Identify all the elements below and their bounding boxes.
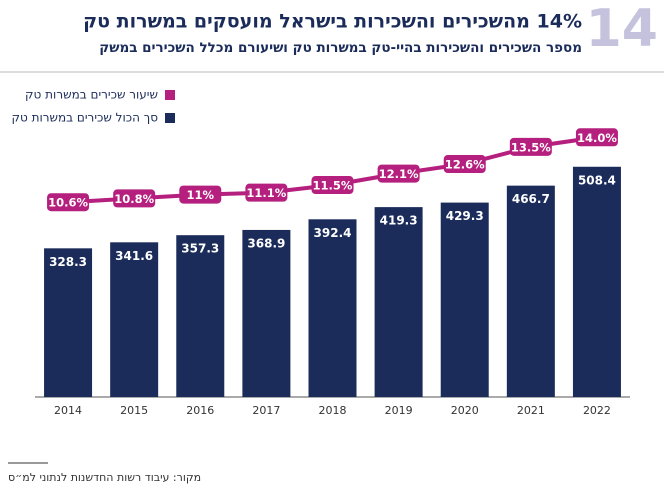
bar (110, 242, 159, 397)
label-bubble (47, 193, 90, 212)
bar-label: 508.4 (578, 173, 616, 187)
x-tick-label: 2015 (120, 404, 148, 417)
bar-label: 419.3 (380, 214, 418, 228)
line-label: 14.0% (577, 131, 617, 145)
x-tick-label: 2019 (385, 404, 413, 417)
bar (506, 185, 555, 397)
legend-label: שיעור שכירים במשרות טק (25, 88, 158, 102)
source: מקור: עיבוד רשות החדשנות לנתוני למ״ס (8, 471, 201, 484)
chart-title: 14% מהשכירים והשכירות בישראל מועסקים במש… (83, 11, 582, 33)
line-label: 11% (187, 188, 215, 202)
bar-label: 341.6 (115, 249, 153, 263)
bar (242, 229, 291, 397)
x-tick-label: 2016 (186, 404, 214, 417)
bar (308, 219, 357, 397)
line-label: 12.6% (445, 158, 485, 172)
x-tick-label: 2017 (252, 404, 280, 417)
bar-label: 466.7 (512, 192, 550, 206)
bar-label: 429.3 (446, 209, 484, 223)
x-tick-label: 2014 (54, 404, 82, 417)
label-bubble (245, 183, 288, 202)
x-tick-label: 2020 (451, 404, 479, 417)
bar-label: 357.3 (181, 242, 219, 256)
line-label: 10.8% (114, 192, 154, 206)
bar-label: 368.9 (247, 236, 285, 250)
bar (440, 202, 489, 397)
line-label: 10.6% (48, 196, 88, 210)
bar-label: 392.4 (314, 226, 352, 240)
label-bubble (377, 164, 420, 183)
label-bubble (443, 155, 486, 174)
line-label: 11.1% (246, 186, 286, 200)
bar (44, 248, 93, 397)
x-tick-label: 2021 (517, 404, 545, 417)
bar-label: 328.3 (49, 255, 87, 269)
line-label: 12.1% (379, 167, 419, 181)
bar (176, 235, 225, 397)
legend-swatch (165, 113, 175, 123)
label-bubble (509, 137, 552, 156)
legend-swatch (165, 90, 175, 100)
label-bubble (575, 128, 618, 147)
badge: 14 (586, 0, 658, 59)
x-tick-label: 2018 (319, 404, 347, 417)
label-bubble (311, 176, 354, 195)
bar (572, 166, 621, 397)
x-tick-label: 2022 (583, 404, 611, 417)
label-bubble (113, 189, 156, 208)
chart-subtitle: מספר השכירים והשכירות בהיי-טק במשרות טק … (99, 40, 582, 56)
legend-label: סך הכול שכירים במשרות טק (11, 111, 158, 125)
line-label: 13.5% (511, 140, 551, 154)
line-label: 11.5% (313, 179, 353, 193)
bar (374, 207, 423, 397)
label-bubble (179, 185, 222, 204)
